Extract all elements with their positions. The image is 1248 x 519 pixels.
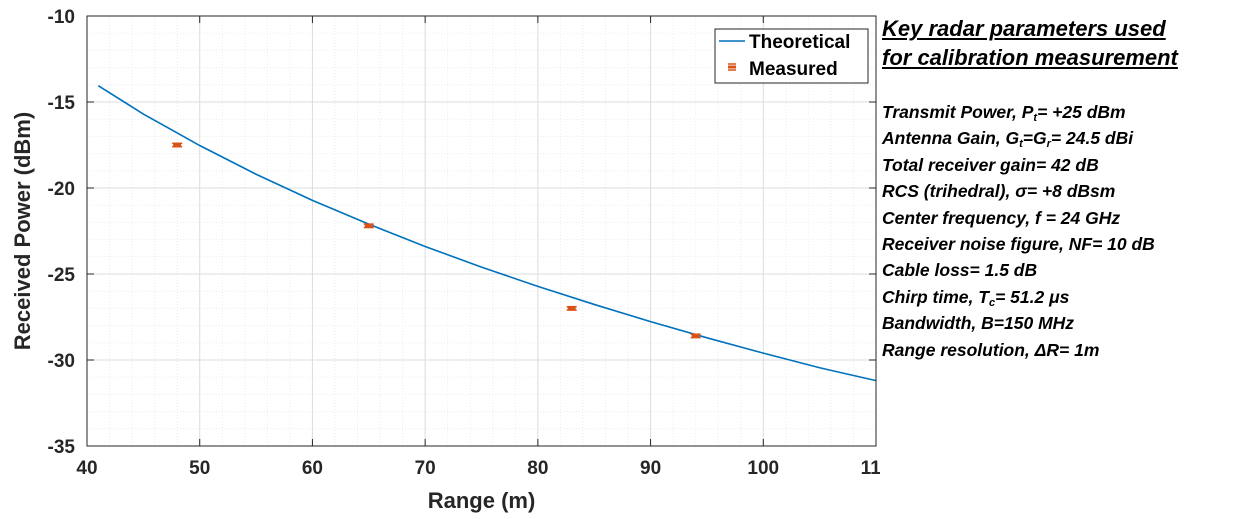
parameter-line: Transmit Power, Pt= +25 dBm bbox=[882, 99, 1244, 125]
measured-marker bbox=[364, 224, 373, 228]
x-tick-labels: 40 50 60 70 80 90 100 110 bbox=[76, 458, 880, 479]
param-subscript: t bbox=[1019, 138, 1023, 151]
y-tick-label: -25 bbox=[48, 265, 76, 286]
measured-point bbox=[566, 305, 577, 311]
axes-frame bbox=[86, 15, 877, 447]
panel-heading-line1: Key radar parameters used bbox=[882, 16, 1166, 41]
parameter-line: Receiver noise figure, NF= 10 dB bbox=[882, 231, 1244, 257]
measured-marker bbox=[173, 143, 182, 147]
parameters-panel: Key radar parameters used for calibratio… bbox=[882, 14, 1244, 363]
param-subscript: t bbox=[1033, 112, 1038, 124]
measured-marker bbox=[691, 334, 700, 338]
param-text: Chirp time, T bbox=[882, 286, 989, 307]
parameter-list: Transmit Power, Pt= +25 dBm Antenna Gain,… bbox=[882, 99, 1244, 363]
param-text: = 24.5 dBi bbox=[1050, 128, 1134, 149]
x-tick-label: 70 bbox=[415, 458, 436, 479]
y-tick-label: -35 bbox=[48, 437, 76, 458]
param-text: = 51.2 μs bbox=[995, 286, 1070, 307]
chart: 40 50 60 70 80 90 100 110 -10 -15 -20 -25 -30 -35 Ra… bbox=[0, 0, 880, 519]
param-subscript: r bbox=[1046, 138, 1051, 151]
param-text: Transmit Power, P bbox=[882, 102, 1034, 122]
x-tick-label: 60 bbox=[302, 458, 323, 479]
parameter-line: Chirp time, Tc= 51.2 μs bbox=[882, 284, 1244, 310]
x-tick-label: 110 bbox=[861, 458, 880, 479]
legend-measured-swatch bbox=[728, 63, 736, 71]
measured-point bbox=[690, 333, 701, 339]
legend-label-measured: Measured bbox=[749, 59, 838, 80]
legend: Theoretical Measured bbox=[714, 28, 869, 84]
measured-point bbox=[172, 142, 183, 148]
series-theoretical-line bbox=[97, 84, 877, 382]
y-tick-label: -30 bbox=[48, 351, 75, 372]
param-text: = +25 dBm bbox=[1037, 102, 1126, 122]
measured-point bbox=[363, 223, 374, 229]
param-text: Cable loss= 1.5 dB bbox=[882, 260, 1038, 281]
x-tick-label: 80 bbox=[527, 458, 548, 479]
param-text: Center frequency, f = 24 GHz bbox=[882, 207, 1121, 228]
parameter-line: Range resolution, ΔR= 1m bbox=[882, 337, 1244, 363]
panel-heading-line2: for calibration measurement bbox=[882, 45, 1178, 70]
x-tick-label: 40 bbox=[76, 458, 97, 479]
x-tick-label: 50 bbox=[189, 458, 210, 479]
y-tick-labels: -10 -15 -20 -25 -30 -35 bbox=[48, 7, 76, 458]
param-text: RCS (trihedral), σ= +8 dBsm bbox=[882, 181, 1116, 202]
param-subscript: c bbox=[988, 296, 996, 309]
param-text: =G bbox=[1022, 128, 1047, 149]
param-text: Range resolution, ΔR= 1m bbox=[882, 339, 1100, 360]
param-text: Total receiver gain= 42 dB bbox=[882, 154, 1099, 175]
x-tick-label: 90 bbox=[640, 458, 661, 479]
series-measured bbox=[172, 142, 701, 339]
parameter-line: Antenna Gain, Gt=Gr= 24.5 dBi bbox=[882, 125, 1244, 151]
tick-marks bbox=[86, 15, 877, 447]
parameter-line: RCS (trihedral), σ= +8 dBsm bbox=[882, 178, 1244, 204]
param-text: Receiver noise figure, NF= 10 dB bbox=[882, 234, 1155, 255]
legend-label-theoretical: Theoretical bbox=[749, 32, 850, 53]
y-tick-label: -10 bbox=[48, 7, 75, 28]
parameter-line: Center frequency, f = 24 GHz bbox=[882, 205, 1244, 231]
parameter-line: Cable loss= 1.5 dB bbox=[882, 257, 1244, 283]
chart-background bbox=[0, 0, 880, 519]
y-axis-title: Received Power (dBm) bbox=[10, 112, 35, 350]
x-axis-title: Range (m) bbox=[428, 488, 536, 513]
param-text: Bandwidth, B=150 MHz bbox=[882, 313, 1075, 334]
y-tick-label: -20 bbox=[48, 179, 75, 200]
legend-measured-marker bbox=[728, 65, 736, 69]
x-tick-label: 100 bbox=[747, 458, 779, 479]
measured-marker bbox=[567, 306, 576, 310]
parameter-line: Bandwidth, B=150 MHz bbox=[882, 310, 1244, 336]
legend-box bbox=[714, 28, 869, 84]
param-text: Antenna Gain, G bbox=[882, 128, 1020, 149]
parameter-line: Total receiver gain= 42 dB bbox=[882, 152, 1244, 178]
y-tick-label: -15 bbox=[48, 93, 76, 114]
